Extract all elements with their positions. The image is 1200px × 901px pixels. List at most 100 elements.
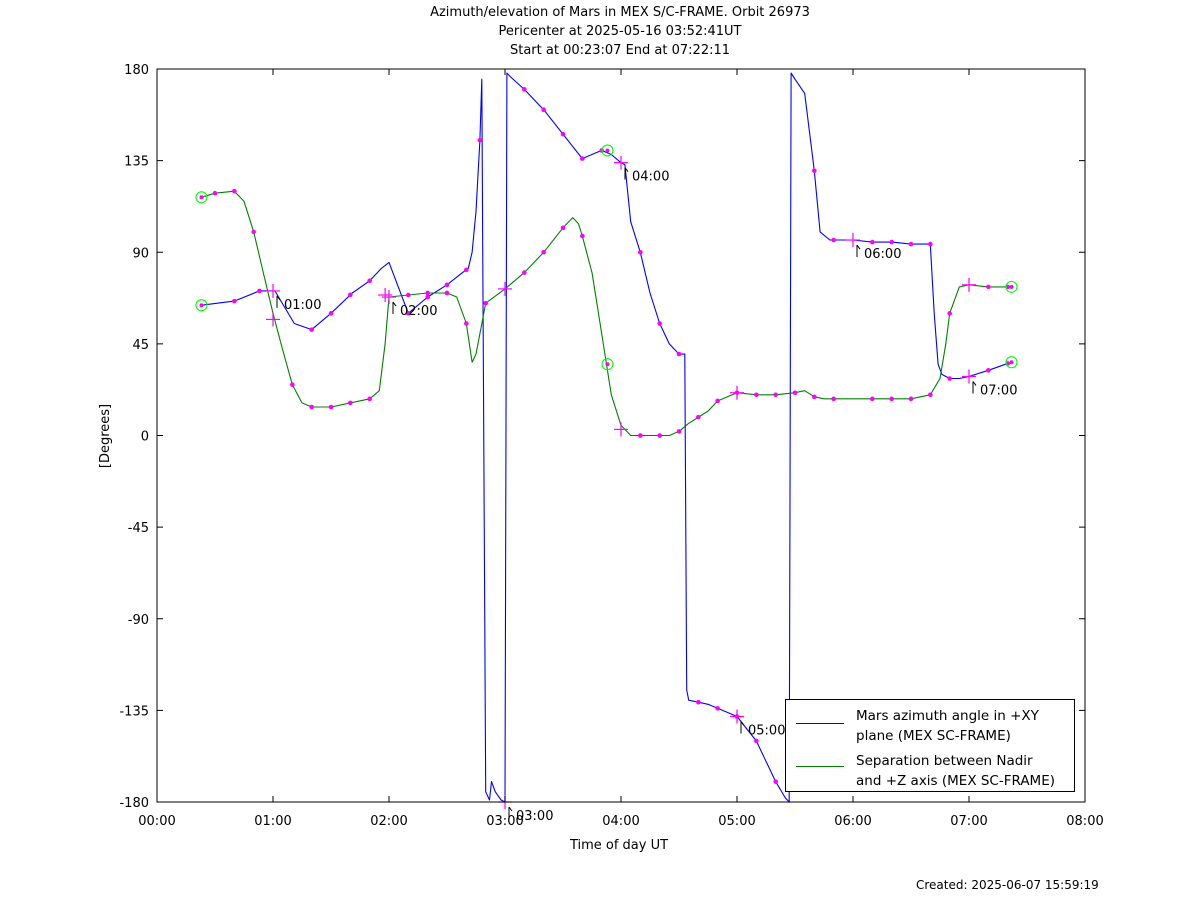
marker-dot-azimuth <box>348 292 353 298</box>
marker-dot-azimuth <box>257 288 262 294</box>
marker-dot-azimuth <box>638 249 643 255</box>
hour-label: 05:00 <box>748 723 785 738</box>
marker-dot-azimuth <box>541 107 546 113</box>
x-tick-label: 07:00 <box>950 814 987 829</box>
marker-dot-separation <box>522 270 527 275</box>
marker-dot-azimuth <box>328 311 334 316</box>
endpoint-dot <box>1009 360 1014 365</box>
marker-dot-azimuth <box>696 699 701 705</box>
marker-dot-azimuth <box>444 282 450 288</box>
marker-dot-azimuth <box>657 321 662 326</box>
marker-dot-separation <box>812 394 817 400</box>
marker-dot-separation <box>773 392 778 398</box>
endpoint-circle <box>195 299 208 312</box>
marker-dot-separation <box>831 396 836 402</box>
hour-label: 04:00 <box>632 170 669 185</box>
endpoint-dot <box>605 362 610 367</box>
marker-dot-separation <box>406 292 411 298</box>
marker-dot-azimuth <box>754 738 759 744</box>
marker-dot-azimuth <box>309 327 314 332</box>
marker-dot-azimuth <box>580 156 585 161</box>
hour-label: 06:00 <box>864 247 901 262</box>
marker-dot-separation <box>715 398 720 404</box>
marker-dot-azimuth <box>425 294 430 300</box>
created-timestamp: Created: 2025-06-07 15:59:19 <box>916 878 1099 892</box>
x-tick-label: 01:00 <box>254 814 291 829</box>
y-tick-label: 45 <box>132 338 149 353</box>
y-tick-label: -45 <box>128 521 149 536</box>
marker-dot-separation <box>986 284 991 290</box>
marker-dot-separation <box>638 433 643 438</box>
marker-dot-azimuth <box>928 241 933 247</box>
x-tick-label: 08:00 <box>1066 814 1103 829</box>
marker-dot-azimuth <box>908 241 914 247</box>
marker-dot-separation <box>367 396 372 402</box>
marker-dot-azimuth <box>676 351 682 357</box>
x-tick-label: 03:00 <box>486 814 523 829</box>
marker-dot-azimuth <box>367 278 372 284</box>
marker-dot-azimuth <box>477 137 483 143</box>
marker-dot-separation <box>232 188 237 194</box>
marker-dot-separation <box>212 190 218 196</box>
marker-dot-azimuth <box>831 237 836 243</box>
x-tick-label: 06:00 <box>834 814 871 829</box>
marker-dot-azimuth <box>947 376 952 381</box>
marker-dot-separation <box>870 396 875 402</box>
legend-label-separation: Separation between Nadir and +Z axis (ME… <box>856 753 1056 789</box>
y-axis-label: [Degrees] <box>98 404 113 468</box>
hour-pointer-head <box>624 167 629 172</box>
hour-label: 02:00 <box>400 304 437 319</box>
marker-dot-azimuth <box>560 131 566 137</box>
hour-label: 07:00 <box>980 383 1017 398</box>
marker-dot-azimuth <box>870 239 875 245</box>
legend-swatch-azimuth <box>796 723 844 724</box>
marker-dot-separation <box>541 249 546 255</box>
marker-dot-separation <box>464 321 469 326</box>
endpoint-circle <box>1005 356 1018 369</box>
hour-pointer-head <box>392 301 397 307</box>
x-tick-label: 02:00 <box>370 814 407 829</box>
chart-title-line-1: Azimuth/elevation of Mars in MEX S/C-FRA… <box>430 5 810 20</box>
marker-dot-separation <box>425 290 430 296</box>
hour-pointer-head <box>276 295 281 301</box>
y-tick-label: 135 <box>124 155 149 170</box>
hour-label: 01:00 <box>284 298 321 313</box>
endpoint-dot <box>605 148 610 153</box>
marker-dot-separation <box>560 225 566 231</box>
marker-dot-separation <box>328 404 334 410</box>
marker-dot-separation <box>657 433 662 438</box>
series-line-azimuth <box>201 72 1012 803</box>
marker-dot-azimuth <box>889 239 894 245</box>
legend-label-azimuth: Mars azimuth angle in +XY plane (MEX SC-… <box>856 708 1039 744</box>
y-tick-label: 90 <box>132 246 149 261</box>
marker-dot-separation <box>444 290 450 296</box>
marker-dot-azimuth <box>406 311 411 316</box>
hour-pointer-head <box>508 806 513 812</box>
marker-dot-separation <box>348 400 353 406</box>
chart-title-line-3: Start at 00:23:07 End at 07:22:11 <box>509 43 731 58</box>
marker-dot-separation <box>580 233 585 239</box>
chart-legend: Mars azimuth angle in +XY plane (MEX SC-… <box>785 699 1075 792</box>
marker-dot-azimuth <box>812 168 817 174</box>
legend-swatch-separation <box>796 766 844 767</box>
marker-dot-separation <box>792 390 798 396</box>
marker-dot-separation <box>889 396 894 402</box>
x-tick-label: 04:00 <box>602 814 639 829</box>
hour-label: 03:00 <box>516 809 553 824</box>
y-tick-label: 0 <box>141 430 149 445</box>
x-tick-label: 00:00 <box>138 814 175 829</box>
marker-dot-separation <box>908 396 914 402</box>
y-tick-label: 180 <box>124 63 149 78</box>
endpoint-dot <box>199 195 204 200</box>
marker-dot-azimuth <box>522 87 527 92</box>
endpoint-circle <box>601 358 614 371</box>
endpoint-circle <box>195 191 208 204</box>
hour-pointer-head <box>972 381 977 386</box>
marker-dot-separation <box>947 311 952 316</box>
series-line-separation <box>201 190 1012 437</box>
x-axis-label: Time of day UT <box>569 838 668 853</box>
marker-dot-separation <box>309 404 314 410</box>
marker-dot-separation <box>696 414 701 420</box>
marker-dot-separation <box>928 392 933 398</box>
endpoint-dot <box>199 303 204 308</box>
